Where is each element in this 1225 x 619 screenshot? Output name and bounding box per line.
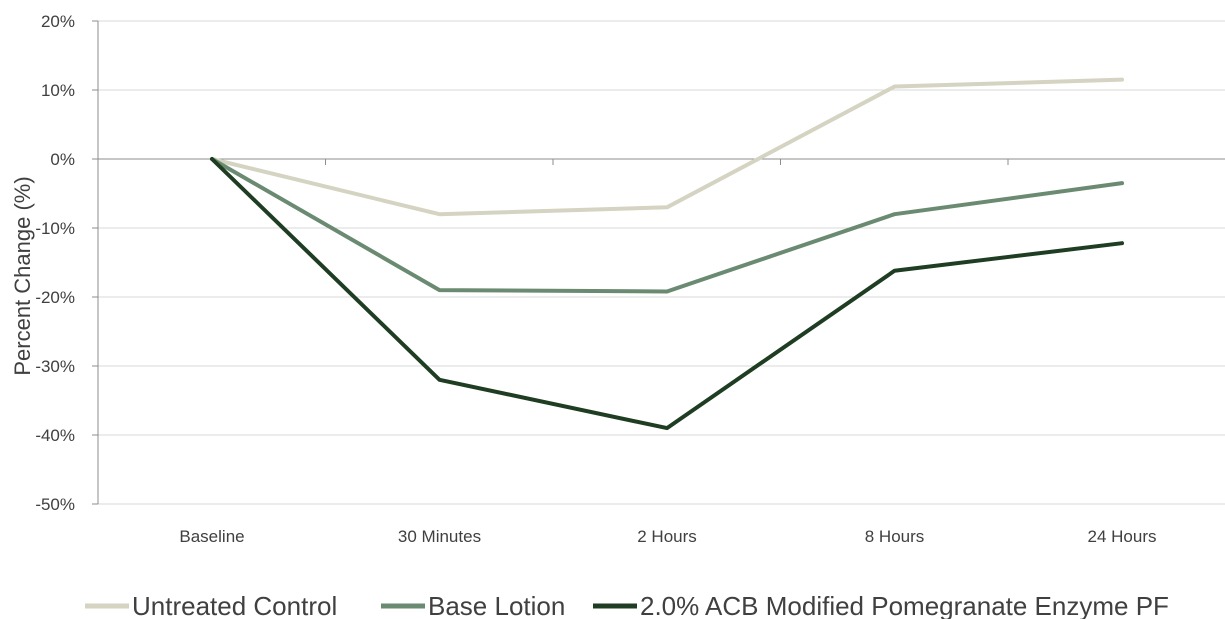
legend-label: 2.0% ACB Modified Pomegranate Enzyme PF [640,591,1169,619]
y-tick-label: -10% [35,219,75,238]
y-tick-label: -30% [35,357,75,376]
y-axis-label: Percent Change (%) [10,176,35,375]
series-line-1 [210,77,1124,217]
y-tick-label: 20% [41,12,75,31]
x-tick-label: 8 Hours [865,527,925,546]
series-line-2 [210,157,1124,294]
legend-label: Base Lotion [428,591,565,619]
y-tick-label: -50% [35,495,75,514]
gridlines [92,20,1225,505]
series-line-3 [210,157,1124,431]
x-tick-label: 24 Hours [1088,527,1157,546]
x-tick-label: 30 Minutes [398,527,481,546]
y-axis-tick-labels: 20% 10% 0% -10% -20% -30% -40% -50% [35,12,75,514]
data-series [210,77,1124,431]
legend: Untreated Control Base Lotion 2.0% ACB Mod… [85,591,1169,619]
legend-label: Untreated Control [132,591,337,619]
x-axis-tick-labels: Baseline 30 Minutes 2 Hours 8 Hours 24 Hours [179,527,1156,546]
x-tick-label: Baseline [179,527,244,546]
y-tick-label: 10% [41,81,75,100]
x-tick-label: 2 Hours [637,527,697,546]
y-tick-label: -40% [35,426,75,445]
axes [97,21,1225,504]
y-tick-label: 0% [50,150,75,169]
y-tick-label: -20% [35,288,75,307]
